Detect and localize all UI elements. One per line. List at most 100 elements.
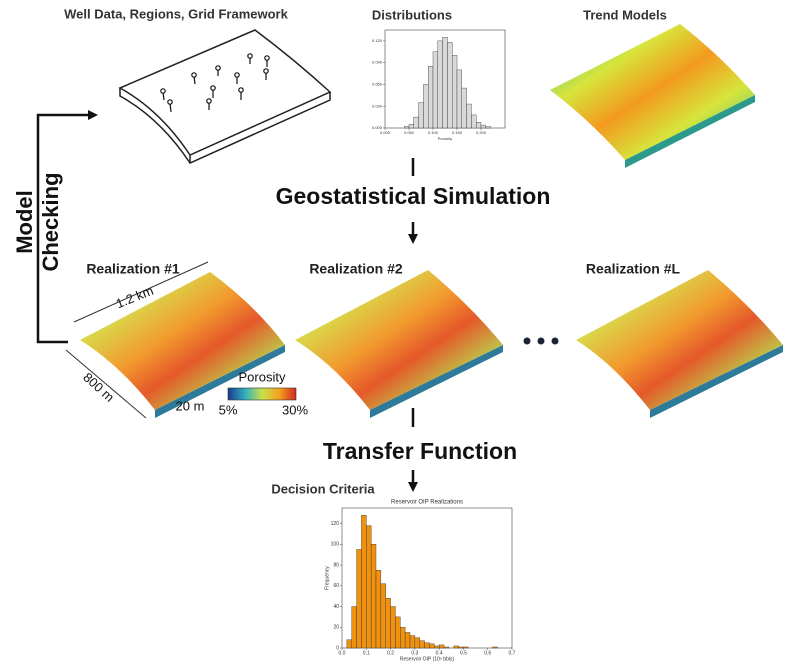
bar <box>452 55 458 129</box>
colorbar-title: Porosity <box>239 369 286 384</box>
x-tick-label: 0.7 <box>509 650 516 656</box>
bar <box>437 40 443 129</box>
y-tick-label: 0 <box>336 645 339 651</box>
bar <box>461 87 467 129</box>
step-label: Geostatistical Simulation <box>276 183 551 209</box>
x-tick-label: 0.200 <box>476 130 487 135</box>
bar <box>385 598 391 649</box>
x-axis-label: Reservoir OIP (10⁶ bbls) <box>400 656 455 662</box>
x-tick-label: 0.4 <box>436 650 443 656</box>
y-tick-label: 0.060 <box>372 82 383 87</box>
realization-label: Realization #2 <box>309 261 403 277</box>
bar <box>346 639 352 649</box>
bar <box>356 549 362 649</box>
x-tick-label: 0.000 <box>380 130 391 135</box>
bar <box>395 616 401 649</box>
bar <box>438 644 445 649</box>
bar <box>471 114 477 129</box>
bar <box>361 515 367 649</box>
bar <box>404 632 411 649</box>
x-tick-label: 0.100 <box>428 130 439 135</box>
bar <box>375 570 382 649</box>
realization-model <box>295 270 503 418</box>
y-tick-label: 80 <box>333 562 339 568</box>
bar <box>453 645 459 649</box>
bar <box>447 42 453 129</box>
step-label: Decision Criteria <box>271 481 375 496</box>
bar <box>404 126 410 129</box>
y-tick-label: 0.120 <box>372 38 383 43</box>
x-tick-label: 0.5 <box>460 650 467 656</box>
bar <box>434 645 440 649</box>
colorbar-label: 5% <box>219 402 238 417</box>
x-tick-label: 0.2 <box>387 650 394 656</box>
feedback-arrow <box>36 113 90 344</box>
colorbar-label: 30% <box>282 402 308 417</box>
realization-model <box>80 272 285 418</box>
bar <box>428 66 434 129</box>
bar <box>442 37 448 129</box>
step-label: Transfer Function <box>323 438 517 464</box>
bar <box>456 69 463 129</box>
y-tick-label: 0.090 <box>372 60 383 65</box>
x-tick-label: 0.050 <box>404 130 415 135</box>
dimension-label: 800 m <box>80 370 117 405</box>
bar <box>429 643 435 649</box>
y-axis-label: Frequency <box>324 566 330 590</box>
arrow-head <box>408 482 418 492</box>
x-tick-label: 0.0 <box>339 650 346 656</box>
realization-model <box>576 270 783 418</box>
x-tick-label: 0.6 <box>484 650 491 656</box>
bar <box>400 627 406 649</box>
trend-model <box>550 24 755 168</box>
y-tick-label: 120 <box>331 521 340 527</box>
ellipsis <box>523 337 559 345</box>
bar <box>480 124 487 129</box>
bar <box>409 635 416 649</box>
bar <box>466 103 472 129</box>
arrow-head <box>408 234 418 244</box>
bar <box>413 116 419 129</box>
bar <box>432 51 439 129</box>
panel-title: Distributions <box>372 7 452 22</box>
wells <box>160 53 270 113</box>
realization-label: Realization #1 <box>86 261 180 277</box>
y-tick-label: 0.000 <box>372 125 383 130</box>
chart-title: Reservoir OIP Realizations <box>391 500 463 506</box>
panel-title: Well Data, Regions, Grid Framework <box>64 6 288 21</box>
bar <box>485 126 491 129</box>
bar <box>370 544 377 649</box>
bar <box>443 646 450 649</box>
bar <box>463 646 469 649</box>
bar <box>380 583 386 649</box>
bar <box>351 606 357 649</box>
bar <box>423 84 429 129</box>
dimension-lines <box>65 261 209 419</box>
bar <box>408 124 415 129</box>
bar <box>419 640 425 649</box>
x-tick-label: 0.150 <box>452 130 463 135</box>
bar <box>414 637 420 649</box>
bar <box>476 121 482 129</box>
y-tick-label: 20 <box>333 625 339 631</box>
y-tick-label: 0.030 <box>372 103 383 108</box>
bar <box>492 646 498 649</box>
arrow-head <box>88 110 98 120</box>
grid-framework <box>118 29 332 164</box>
feedback-label: Model <box>12 190 37 254</box>
y-tick-label: 100 <box>331 542 340 548</box>
bar <box>366 525 372 649</box>
panel-title: Trend Models <box>583 7 667 22</box>
x-tick-label: 0.1 <box>363 650 370 656</box>
bar <box>458 646 464 649</box>
realization-label: Realization #L <box>586 261 681 277</box>
colorbar <box>227 387 297 401</box>
y-tick-label: 60 <box>333 583 339 589</box>
dimension-label: 20 m <box>176 398 205 413</box>
bar <box>418 102 424 129</box>
feedback-label: Checking <box>38 172 63 271</box>
x-tick-label: 0.3 <box>411 650 418 656</box>
y-tick-label: 40 <box>333 604 339 610</box>
x-axis-label: Porosity <box>438 136 452 141</box>
